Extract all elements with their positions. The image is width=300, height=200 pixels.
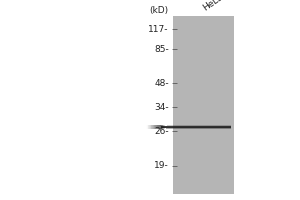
Bar	[146, 125, 151, 129]
Bar	[152, 125, 156, 129]
Bar	[160, 125, 164, 129]
Bar	[155, 125, 160, 129]
Text: 85-: 85-	[154, 45, 169, 53]
Text: 34-: 34-	[154, 102, 169, 112]
Bar	[157, 125, 161, 129]
Text: HeLa: HeLa	[201, 0, 225, 13]
Text: 26-: 26-	[154, 127, 169, 136]
Bar	[156, 125, 160, 129]
Bar	[158, 125, 162, 129]
Bar	[151, 125, 155, 129]
Text: 19-: 19-	[154, 162, 169, 170]
Bar	[150, 125, 154, 129]
Bar	[148, 125, 153, 129]
Text: (kD): (kD)	[149, 6, 168, 15]
Bar	[148, 125, 152, 129]
Text: 117-: 117-	[148, 24, 169, 33]
Bar	[149, 125, 154, 129]
Bar	[159, 125, 164, 129]
Text: 48-: 48-	[154, 78, 169, 88]
Bar	[152, 125, 157, 129]
Bar	[172, 16, 234, 194]
Bar	[153, 125, 158, 129]
Bar	[160, 125, 165, 129]
Bar	[158, 125, 163, 129]
Bar	[147, 125, 152, 129]
Bar	[154, 125, 158, 129]
Bar	[154, 125, 159, 129]
